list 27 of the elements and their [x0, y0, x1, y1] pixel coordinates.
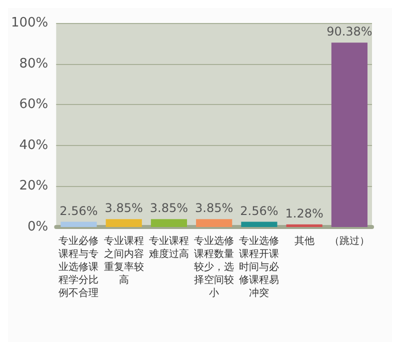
data-label: 3.85% — [104, 201, 143, 216]
y-tick-label: 0% — [28, 220, 48, 234]
bar — [106, 219, 142, 227]
data-label: 2.56% — [60, 204, 98, 218]
bar — [331, 42, 368, 227]
y-tick-label: 80% — [19, 56, 48, 72]
y-tick-label: 40% — [19, 138, 48, 153]
x-tick-label: （跳过） — [329, 235, 370, 247]
data-label: 3.85% — [195, 201, 234, 216]
x-tick-label: 专业必修课程与专业选修课程学分比例不合理 — [58, 235, 99, 299]
x-tick-label: 专业课程之间内容重复率较高 — [104, 235, 144, 286]
bar — [150, 219, 188, 227]
y-tick-label: 60% — [19, 97, 48, 112]
bar — [196, 219, 232, 227]
data-label: 1.28% — [285, 206, 324, 220]
bar — [241, 222, 278, 227]
y-tick-label: 20% — [19, 178, 48, 194]
bar — [60, 222, 97, 227]
x-tick-label: 其他 — [294, 235, 314, 247]
data-label: 90.38% — [326, 24, 372, 39]
x-tick-label: 专业课程难度过高 — [148, 235, 189, 260]
y-tick-label: 100% — [10, 16, 48, 30]
x-tick-label: 专业选修课程数量较少，选择空间较小 — [194, 235, 234, 299]
data-label: 3.85% — [150, 201, 188, 216]
data-label: 2.56% — [240, 204, 278, 218]
x-tick-label: 专业选修课程开课时间与必修课程易冲突 — [239, 235, 280, 299]
bar — [286, 224, 322, 227]
